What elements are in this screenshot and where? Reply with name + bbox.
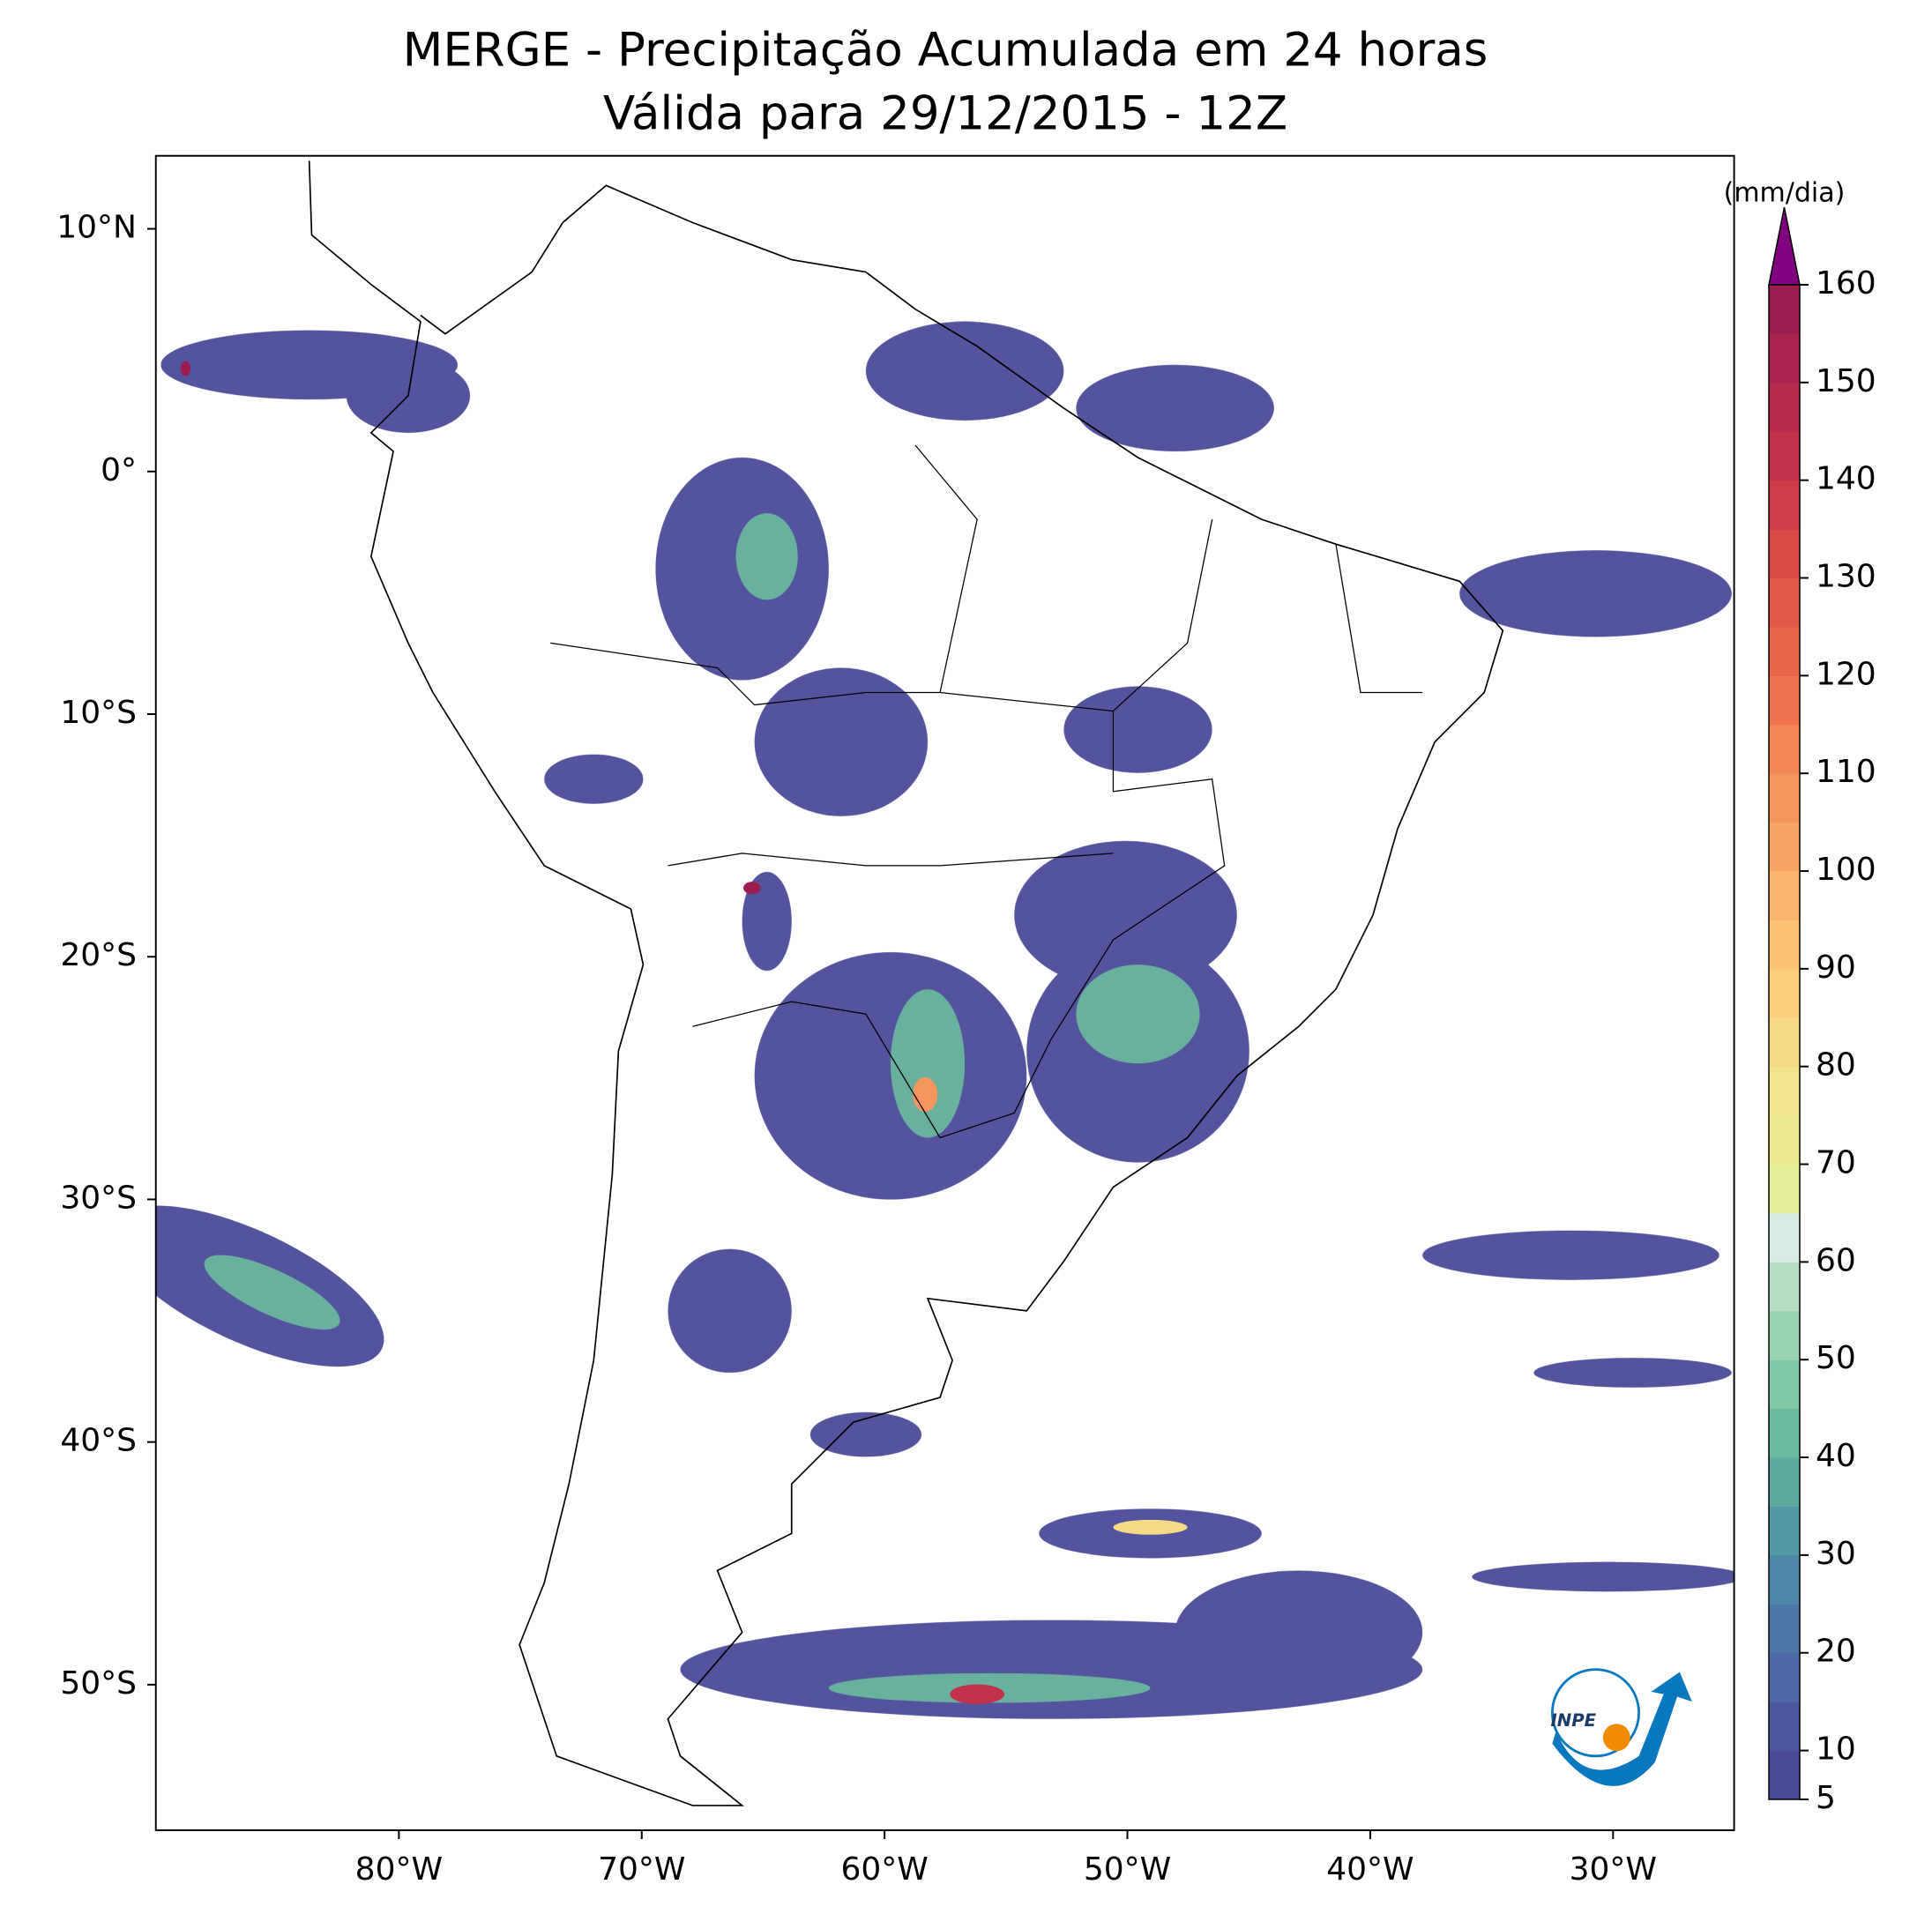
colorbar-band [1769,675,1800,726]
colorbar-band [1769,1212,1800,1262]
colorbar-band [1769,1066,1800,1116]
x-tick-label: 50°W [1084,1851,1171,1888]
y-tick-label: 50°S [60,1665,137,1702]
colorbar-tick-label: 130 [1816,559,1876,595]
colorbar-frame [1768,284,1801,1800]
colorbar-band [1769,822,1800,872]
x-tick-label: 40°W [1326,1851,1414,1888]
colorbar-tick-label: 30 [1816,1536,1856,1572]
colorbar-tick-label: 60 [1816,1242,1856,1278]
coastline [308,160,1504,1806]
colorbar-band [1769,920,1800,970]
colorbar-band [1769,871,1800,920]
colorbar-band [1769,1310,1800,1360]
colorbar-tick-label: 120 [1816,656,1876,692]
colorbar-tick-label: 90 [1816,950,1856,986]
colorbar-tick-label: 50 [1816,1340,1856,1376]
colorbar-extend [1768,206,1801,286]
colorbar-band [1769,1017,1800,1068]
y-tick-label: 40°S [60,1423,137,1459]
y-tick-label: 20°S [60,937,137,973]
colorbar-tick-label: 100 [1816,852,1876,888]
y-tick-label: 10°S [60,695,137,731]
colorbar-band [1769,577,1800,628]
colorbar-band [1769,1164,1800,1214]
colorbar-band [1769,1604,1800,1654]
map-frame [154,154,1735,1831]
chart-subtitle: Válida para 29/12/2015 - 12Z [603,87,1287,141]
colorbar-band [1769,285,1800,334]
colorbar-tick-label: 20 [1816,1634,1856,1670]
colorbar-band [1769,1359,1800,1410]
colorbar-band [1769,1750,1800,1800]
colorbar-tick-label: 80 [1816,1047,1856,1084]
logo: INPE [1550,1668,1692,1786]
colorbar-label: (mm/dia) [1724,178,1846,209]
colorbar-band [1769,431,1800,481]
colorbar-band [1769,1506,1800,1556]
colorbar-band [1769,333,1800,384]
colorbar-tick-label: 70 [1816,1145,1856,1181]
chart-title: MERGE - Precipitação Acumulada em 24 hor… [403,24,1488,78]
colorbar-tick-label: 150 [1816,363,1876,399]
colorbar-band [1769,1262,1800,1312]
colorbar-band [1769,773,1800,823]
colorbar-band [1769,1554,1800,1605]
colorbar-tick-label: 160 [1816,265,1876,302]
colorbar-band [1769,1115,1800,1166]
colorbar-band [1769,382,1800,432]
colorbar-tick-label: 110 [1816,754,1876,790]
colorbar-band [1769,1408,1800,1458]
y-tick-label: 10°N [56,210,137,246]
colorbar-tick-label: 5 [1816,1780,1836,1816]
precip-fields [155,321,1734,1719]
x-tick-label: 80°W [355,1851,443,1888]
map-layer: INPE [154,154,1735,1831]
borders [550,444,1423,1139]
colorbar-band [1769,1457,1800,1507]
x-tick-label: 70°W [598,1851,685,1888]
colorbar-band [1769,480,1800,530]
x-tick-label: 30°W [1570,1851,1657,1888]
precip-fields [204,513,1200,1703]
colorbar-band [1769,724,1800,774]
colorbar-band [1769,1702,1800,1752]
colorbar-band [1769,529,1800,579]
x-tick-label: 60°W [840,1851,928,1888]
y-tick-label: 0° [101,452,137,488]
colorbar-band [1769,626,1800,676]
colorbar-band [1769,1652,1800,1702]
logo-text: INPE [1550,1710,1596,1731]
colorbar-tick-label: 140 [1816,461,1876,497]
colorbar-band [1769,968,1800,1018]
colorbar-tick-label: 40 [1816,1438,1856,1474]
colorbar-tick-label: 10 [1816,1732,1856,1768]
y-tick-label: 30°S [60,1180,137,1216]
